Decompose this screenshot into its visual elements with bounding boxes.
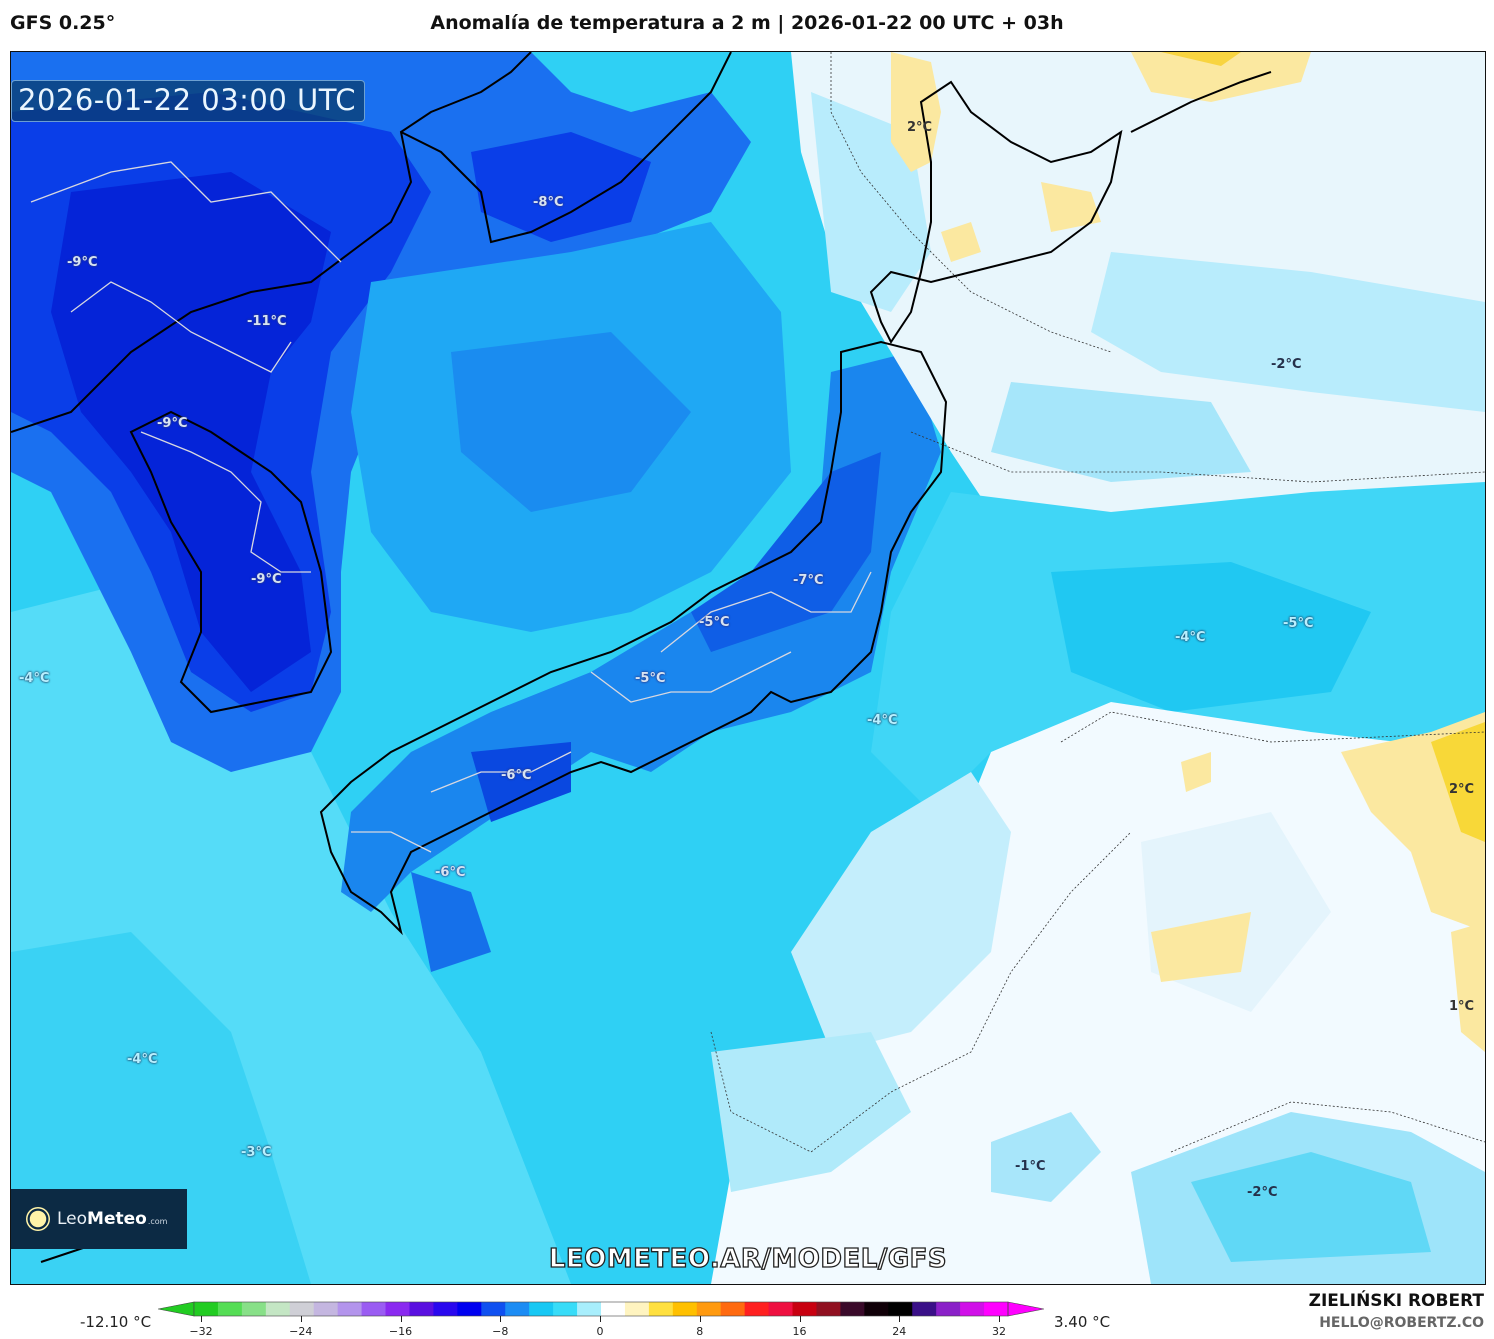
colorbar-tick-label: −24	[289, 1325, 313, 1338]
colorbar-min-label: -12.10 °C	[80, 1313, 152, 1331]
temperature-label: -11°C	[247, 314, 287, 329]
colorbar-tick-mark	[799, 1316, 801, 1322]
temperature-label: -5°C	[1283, 616, 1314, 631]
colorbar-tick-mark	[600, 1316, 601, 1322]
temperature-label: -9°C	[67, 255, 98, 270]
colorbar-tick-mark	[500, 1316, 502, 1322]
temperature-label: -4°C	[867, 713, 898, 728]
map-field	[11, 52, 1485, 1284]
temperature-label: -9°C	[157, 416, 188, 431]
temperature-label: -7°C	[793, 573, 824, 588]
leometeo-logo[interactable]: Leo Meteo .com	[11, 1189, 187, 1249]
colorbar-tick-label: −16	[388, 1325, 413, 1338]
temperature-label: -2°C	[1271, 357, 1302, 372]
temperature-label: -1°C	[1015, 1159, 1046, 1174]
map-title: Anomalía de temperatura a 2 m | 2026-01-…	[430, 12, 1064, 34]
temperature-label: -4°C	[1175, 630, 1206, 645]
colorbar-tick-label: 8	[696, 1325, 704, 1338]
temperature-label: -9°C	[251, 572, 282, 587]
logo-text-leo: Leo	[57, 1209, 88, 1229]
temperature-label: 2°C	[1449, 782, 1475, 797]
temperature-label: -3°C	[241, 1145, 272, 1160]
logo-text-meteo: Meteo	[87, 1209, 147, 1229]
source-watermark: LEOMETEO.AR/MODEL/GFS	[548, 1243, 948, 1274]
temperature-label: -4°C	[127, 1052, 158, 1067]
logo-text-com: .com	[147, 1217, 168, 1226]
temperature-label: -8°C	[533, 195, 564, 210]
colorbar-max-label: 3.40 °C	[1054, 1313, 1111, 1331]
sun-icon	[29, 1210, 47, 1228]
colorbar-tick-mark	[999, 1316, 1000, 1322]
colorbar-tick-mark	[201, 1316, 202, 1322]
model-label: GFS 0.25°	[10, 12, 116, 34]
temperature-anomaly-map: 2026-01-22 03:00 UTC -8°C -9°C -11°C -9°C -9…	[10, 51, 1486, 1285]
colorbar-tick-label: 0	[596, 1325, 604, 1338]
colorbar-tick-mark	[699, 1316, 701, 1322]
colorbar-tick-label: 32	[992, 1325, 1006, 1338]
colorbar-tick-label: 24	[892, 1325, 907, 1338]
temperature-label: -4°C	[19, 671, 50, 686]
valid-time-badge: 2026-01-22 03:00 UTC	[11, 80, 366, 122]
temperature-label: 2°C	[907, 120, 933, 135]
author-email[interactable]: HELLO@ROBERTZ.CO	[1319, 1315, 1484, 1331]
temperature-label: -5°C	[699, 615, 730, 630]
colorbar-tick-mark	[400, 1316, 402, 1322]
colorbar-tick-label: 16	[792, 1325, 807, 1338]
colorbar-tick-label: −32	[189, 1325, 213, 1338]
temperature-label: -6°C	[501, 768, 532, 783]
author-name: ZIELIŃSKI ROBERT	[1308, 1291, 1484, 1311]
temperature-label: -5°C	[635, 671, 666, 686]
colorbar-tick-label: −8	[492, 1325, 509, 1338]
temperature-label: 1°C	[1449, 999, 1475, 1014]
colorbar-tick-mark	[899, 1316, 901, 1322]
colorbar-tick-mark	[300, 1316, 302, 1322]
colorbar-gradient	[157, 1301, 1045, 1317]
colorbar	[157, 1300, 1045, 1322]
temperature-label: -2°C	[1247, 1185, 1278, 1200]
temperature-label: -6°C	[435, 865, 466, 880]
